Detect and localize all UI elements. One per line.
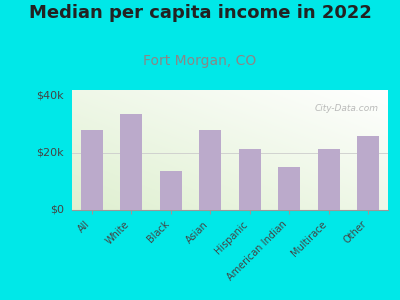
Text: Black: Black [145, 219, 171, 245]
Text: $0: $0 [50, 205, 64, 215]
Bar [120, 114, 142, 210]
Bar [199, 130, 221, 210]
Bar [357, 136, 379, 210]
Text: Multirace: Multirace [290, 219, 329, 258]
Text: Median per capita income in 2022: Median per capita income in 2022 [28, 4, 372, 22]
Text: Other: Other [342, 219, 368, 246]
Text: Hispanic: Hispanic [213, 219, 250, 256]
Bar [81, 130, 103, 210]
Text: White: White [104, 219, 131, 246]
Text: Fort Morgan, CO: Fort Morgan, CO [143, 54, 257, 68]
Text: $40k: $40k [36, 91, 64, 101]
Bar [160, 171, 182, 210]
Text: American Indian: American Indian [226, 219, 289, 283]
Text: City-Data.com: City-Data.com [314, 104, 378, 113]
Bar [239, 148, 261, 210]
Bar [318, 148, 340, 210]
Bar [278, 167, 300, 210]
Text: Asian: Asian [184, 219, 210, 245]
Text: All: All [76, 219, 92, 235]
Text: $20k: $20k [36, 148, 64, 158]
